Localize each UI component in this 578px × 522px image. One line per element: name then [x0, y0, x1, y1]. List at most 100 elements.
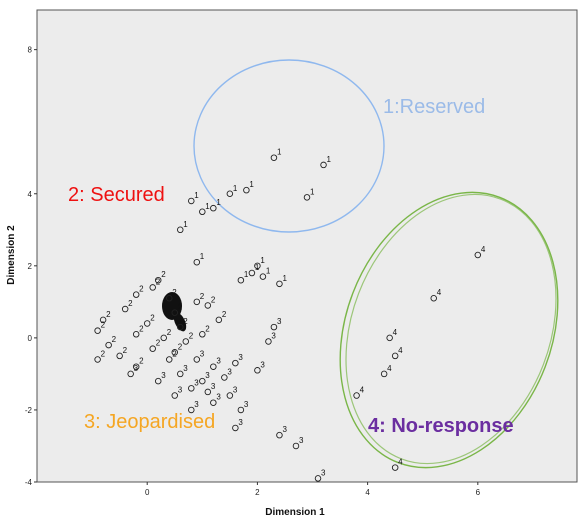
- data-point-label: 2: [167, 328, 172, 337]
- data-point-label: 2: [128, 299, 133, 308]
- data-point: [94, 356, 101, 363]
- y-tick-label: 8: [28, 46, 33, 55]
- data-point-label: 1: [310, 187, 315, 196]
- data-point-label: 2: [189, 331, 194, 340]
- data-point: [380, 370, 388, 378]
- data-point: [193, 298, 201, 306]
- data-point-label: 3: [282, 425, 287, 434]
- data-point-label: 3: [194, 378, 199, 387]
- data-point: [171, 309, 179, 316]
- data-point: [226, 190, 234, 198]
- data-point: [193, 258, 201, 266]
- data-point: [248, 269, 256, 277]
- data-point-label: 3: [216, 357, 221, 366]
- data-point-label: 4: [481, 245, 486, 254]
- data-point-label: 1: [255, 263, 260, 272]
- data-point-label: 2: [123, 346, 128, 355]
- data-point: [132, 363, 140, 370]
- data-point-label: 1: [216, 198, 221, 207]
- data-point: [154, 377, 162, 385]
- y-axis: -4 -2 0 2 4 8: [25, 46, 37, 487]
- data-point-label: 3: [321, 468, 326, 477]
- data-point: [204, 302, 212, 309]
- data-point-label: 2: [200, 292, 205, 301]
- data-point: [254, 262, 261, 270]
- data-point-label: 1: [249, 180, 254, 189]
- y-tick-label: 4: [28, 190, 33, 199]
- data-point-label: 2: [183, 317, 188, 326]
- data-point-label: 3: [233, 386, 238, 395]
- data-point: [188, 197, 195, 205]
- data-point: [474, 251, 482, 259]
- data-point: [177, 370, 184, 378]
- data-point-label: 3: [227, 368, 232, 377]
- data-point: [188, 385, 195, 392]
- data-point-label: 1: [266, 267, 271, 276]
- data-point-label: 2: [156, 339, 161, 348]
- data-point: [391, 464, 399, 471]
- data-point: [314, 475, 322, 482]
- data-point-label: 3: [244, 400, 249, 409]
- cluster-1-outline: [193, 59, 385, 233]
- data-point: [237, 276, 245, 284]
- data-point: [254, 367, 261, 374]
- annotation-jeopardised: 3: Jeopardised: [84, 411, 215, 433]
- data-point: [177, 323, 184, 331]
- data-point: [127, 370, 134, 378]
- data-point-label: 2: [106, 310, 111, 319]
- data-point-label: 2: [112, 335, 117, 344]
- data-point: [353, 392, 360, 399]
- data-point: [188, 406, 195, 414]
- data-point: [276, 280, 283, 288]
- data-point: [430, 294, 437, 302]
- data-point-label: 2: [139, 357, 144, 366]
- data-point-label: 3: [178, 386, 183, 395]
- data-point: [265, 338, 272, 345]
- data-point-label: 3: [183, 364, 188, 373]
- data-point-label: 3: [277, 317, 282, 326]
- annotation-reserved: 1:Reserved: [383, 96, 485, 118]
- data-point-label: 2: [211, 295, 216, 304]
- data-point-label: 3: [271, 331, 276, 340]
- data-point: [132, 291, 140, 298]
- data-point-label: 2: [178, 303, 183, 312]
- data-point: [270, 323, 278, 331]
- data-point: [226, 392, 234, 399]
- x-tick-label: 4: [365, 488, 370, 497]
- data-point: [116, 352, 123, 360]
- x-tick-label: 2: [255, 488, 260, 497]
- data-point-label: 2: [161, 270, 166, 279]
- data-point: [204, 388, 212, 396]
- data-point: [391, 352, 399, 360]
- data-point-label: 3: [211, 382, 216, 391]
- data-point-label: 3: [238, 418, 243, 427]
- data-point: [292, 442, 300, 450]
- data-point-label: 1: [205, 202, 210, 211]
- data-point-label: 1: [277, 148, 282, 157]
- data-point: [210, 399, 217, 406]
- data-point: [149, 345, 156, 352]
- data-point-label: 1: [260, 256, 265, 265]
- data-point: [171, 349, 179, 356]
- y-tick-label: -4: [25, 478, 33, 487]
- data-point: [182, 338, 190, 345]
- data-point: [270, 154, 278, 161]
- data-point-label: 3: [200, 349, 205, 358]
- y-axis-title: Dimension 2: [6, 225, 17, 285]
- data-point: [320, 161, 327, 169]
- data-point-label: 1: [194, 191, 199, 200]
- data-point-label: 2: [222, 310, 227, 319]
- data-point-label: 3: [205, 371, 210, 380]
- data-point-label: 4: [398, 458, 403, 467]
- data-point-label: 4: [360, 386, 365, 395]
- data-point-label: 1: [233, 184, 238, 193]
- data-point: [94, 327, 101, 334]
- data-point-label: 3: [134, 364, 139, 373]
- data-point: [121, 305, 129, 313]
- data-point: [132, 331, 140, 338]
- data-point: [193, 356, 201, 363]
- data-point: [210, 363, 217, 370]
- data-point: [259, 273, 267, 280]
- y-tick-label: 0: [28, 334, 33, 343]
- data-point-label: 3: [161, 371, 166, 380]
